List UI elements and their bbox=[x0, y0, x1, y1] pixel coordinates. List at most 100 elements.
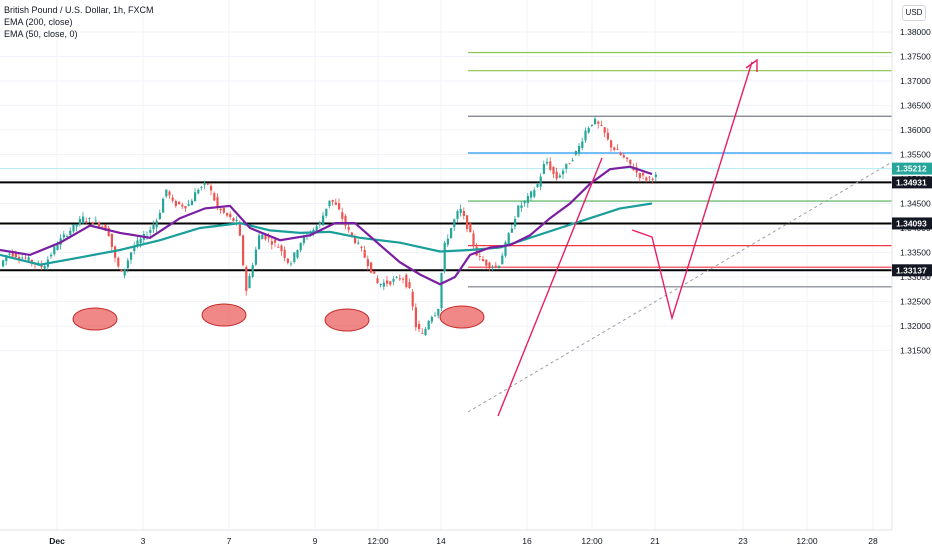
candle-body bbox=[210, 186, 213, 191]
candle-body bbox=[117, 257, 120, 267]
candle-body bbox=[245, 266, 248, 291]
chart-legend: British Pound / U.S. Dollar, 1h, FXCM EM… bbox=[4, 4, 154, 40]
candle-body bbox=[238, 222, 241, 236]
price-tick-label: 1.33500 bbox=[900, 248, 931, 258]
candle-body bbox=[517, 205, 520, 218]
price-tick-label: 1.36000 bbox=[900, 125, 931, 135]
candle-body bbox=[94, 220, 97, 222]
candle-body bbox=[85, 221, 88, 222]
candle-body bbox=[626, 157, 629, 159]
candle-body bbox=[392, 279, 395, 282]
candle-body bbox=[587, 128, 590, 133]
candle-body bbox=[254, 249, 257, 265]
candle-body bbox=[450, 228, 453, 239]
candle-body bbox=[405, 274, 408, 288]
price-labels: 1.35212 1.34931 1.34093 1.33137 bbox=[892, 162, 932, 277]
price-label: 1.34931 bbox=[892, 176, 932, 189]
candle-body bbox=[187, 204, 190, 206]
candle-body bbox=[373, 270, 376, 274]
candle-body bbox=[328, 200, 331, 207]
candle-body bbox=[427, 321, 430, 330]
candle-body bbox=[213, 193, 216, 201]
candle-body bbox=[446, 238, 449, 245]
candle-body bbox=[430, 316, 433, 322]
ema-200-line bbox=[0, 202, 653, 266]
price-tick-label: 1.35500 bbox=[900, 150, 931, 160]
candle-body bbox=[5, 255, 8, 262]
candle-body bbox=[523, 200, 526, 204]
candle-body bbox=[619, 152, 622, 156]
candle-body bbox=[606, 132, 609, 140]
candle-body bbox=[578, 145, 581, 154]
candle-body bbox=[466, 215, 469, 229]
candle-body bbox=[616, 148, 619, 150]
candle-body bbox=[53, 246, 56, 255]
candle-body bbox=[418, 324, 421, 330]
candle-body bbox=[648, 176, 651, 178]
highlight-oval bbox=[201, 303, 247, 327]
candle-body bbox=[130, 252, 133, 260]
candle-body bbox=[69, 230, 72, 235]
price-label-box bbox=[892, 217, 932, 230]
candle-body bbox=[642, 173, 645, 176]
candle-body bbox=[414, 307, 417, 328]
candle-body bbox=[514, 218, 517, 227]
candle-body bbox=[40, 264, 43, 268]
candle-body bbox=[101, 226, 104, 228]
candle-body bbox=[334, 202, 337, 205]
candle-body bbox=[629, 159, 632, 165]
candle-body bbox=[459, 208, 462, 213]
candle-body bbox=[126, 260, 129, 269]
time-tick-label: 12:00 bbox=[796, 536, 818, 546]
candle-body bbox=[594, 118, 597, 124]
candle-body bbox=[344, 215, 347, 226]
candle-body bbox=[530, 191, 533, 198]
candle-body bbox=[24, 257, 27, 259]
candle-body bbox=[510, 228, 513, 233]
candle-body bbox=[174, 201, 177, 206]
candle-body bbox=[654, 174, 657, 178]
candle-body bbox=[274, 239, 277, 243]
candle-body bbox=[501, 255, 504, 265]
candle-body bbox=[590, 124, 593, 126]
candle-body bbox=[421, 333, 424, 334]
price-tick-label: 1.36500 bbox=[900, 101, 931, 111]
candle-body bbox=[434, 315, 437, 317]
candle-body bbox=[389, 281, 392, 285]
arrow-head bbox=[745, 58, 758, 72]
candle-body bbox=[162, 198, 165, 213]
candle-body bbox=[341, 212, 344, 219]
candle-body bbox=[398, 278, 401, 280]
candle-body bbox=[498, 265, 501, 268]
currency-button[interactable]: USD bbox=[902, 5, 926, 21]
price-label-box bbox=[892, 162, 932, 175]
candle-body bbox=[584, 130, 587, 141]
time-tick-label: 9 bbox=[313, 536, 318, 546]
candle-body bbox=[494, 265, 497, 267]
candle-body bbox=[645, 177, 648, 181]
legend-ema-200: EMA (200, close) bbox=[4, 17, 73, 27]
highlight-oval bbox=[72, 307, 118, 331]
time-tick-label: 14 bbox=[436, 536, 446, 546]
candle-body bbox=[136, 240, 139, 247]
candle-body bbox=[456, 211, 459, 219]
candle-body bbox=[98, 222, 101, 227]
candle-body bbox=[232, 217, 235, 222]
time-axis: Dec 3 7 9 12:00 14 16 12:00 21 23 12:00 28 bbox=[49, 536, 878, 546]
candle-body bbox=[293, 252, 296, 262]
candle-body bbox=[290, 263, 293, 265]
candle-body bbox=[56, 244, 59, 250]
candle-body bbox=[171, 197, 174, 201]
candle-body bbox=[18, 257, 21, 259]
legend-title: British Pound / U.S. Dollar, 1h, FXCM bbox=[4, 5, 154, 15]
candle-body bbox=[568, 163, 571, 165]
candle-body bbox=[325, 208, 328, 216]
candle-body bbox=[469, 223, 472, 233]
arrow-line-1 bbox=[497, 157, 603, 417]
time-tick-label: 12:00 bbox=[581, 536, 603, 546]
candle-body bbox=[242, 235, 245, 266]
candle-body bbox=[168, 191, 171, 196]
candle-body bbox=[542, 164, 545, 174]
candle-body bbox=[603, 127, 606, 133]
